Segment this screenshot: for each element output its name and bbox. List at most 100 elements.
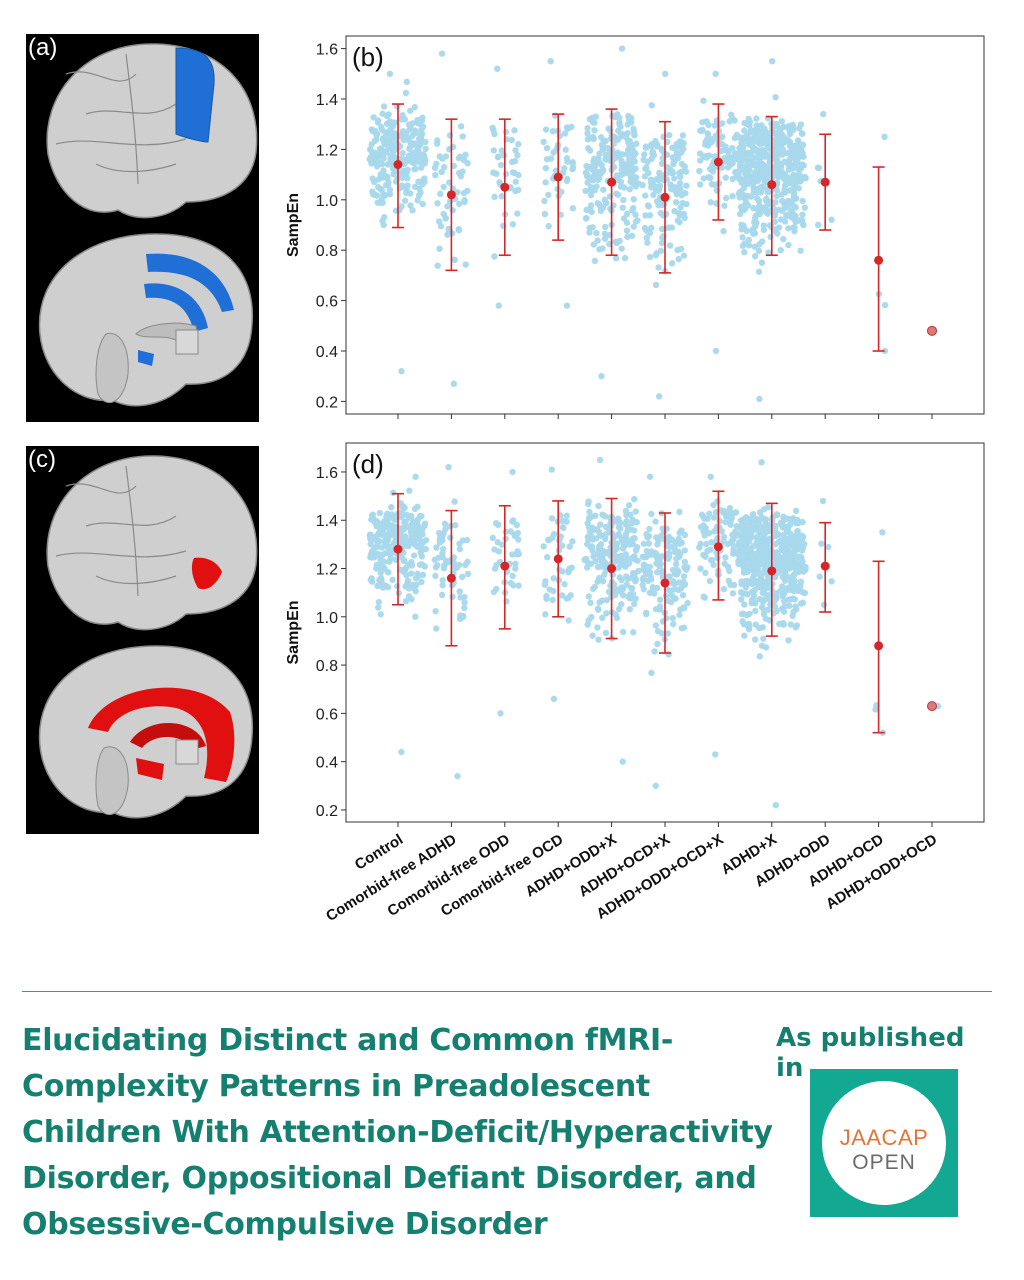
- data-point: [380, 564, 387, 572]
- data-point: [644, 227, 652, 234]
- data-point: [759, 534, 766, 542]
- data-point: [413, 520, 421, 527]
- data-point: [781, 138, 789, 145]
- data-point: [398, 367, 405, 375]
- data-point: [668, 598, 675, 606]
- data-point: [778, 117, 785, 125]
- data-point: [612, 611, 619, 618]
- data-point: [781, 572, 788, 579]
- data-point: [623, 511, 630, 519]
- data-point: [752, 607, 759, 615]
- data-point: [367, 541, 374, 548]
- data-point: [668, 169, 675, 177]
- data-point: [563, 302, 571, 309]
- data-point: [711, 153, 718, 160]
- data-point: [879, 529, 886, 536]
- mean-marker: [393, 544, 403, 554]
- data-point: [590, 241, 597, 248]
- data-point: [702, 553, 709, 560]
- data-point: [542, 578, 549, 585]
- data-point: [403, 158, 410, 165]
- data-point: [628, 160, 635, 168]
- data-point: [569, 205, 577, 212]
- y-axis-label: SampEn: [285, 600, 302, 664]
- journal-logo: JAACAP OPEN: [810, 1069, 958, 1217]
- data-point: [605, 588, 613, 595]
- chart-panel-d: 0.20.40.60.81.01.21.41.6SampEn(d)Control…: [285, 442, 985, 925]
- data-point: [442, 153, 450, 160]
- data-point: [738, 221, 745, 228]
- data-point: [422, 145, 429, 153]
- data-point: [594, 624, 601, 631]
- data-point: [407, 202, 414, 209]
- data-point: [460, 189, 468, 197]
- data-point: [786, 530, 794, 537]
- data-point: [595, 502, 602, 510]
- data-point: [779, 146, 786, 153]
- data-point: [386, 186, 394, 193]
- data-point: [388, 523, 396, 531]
- data-point: [623, 581, 630, 588]
- data-point: [792, 603, 799, 610]
- data-point: [678, 539, 686, 547]
- data-point: [760, 635, 767, 642]
- data-point: [761, 149, 768, 156]
- data-point: [682, 168, 690, 175]
- data-point: [683, 182, 690, 189]
- data-point: [708, 556, 716, 564]
- data-point: [708, 539, 715, 546]
- data-point: [718, 147, 725, 155]
- data-point: [434, 137, 441, 144]
- data-point: [681, 214, 688, 222]
- data-point: [375, 183, 382, 191]
- data-point: [543, 553, 551, 561]
- data-point: [741, 119, 748, 127]
- data-point: [597, 540, 605, 548]
- data-point: [511, 127, 518, 134]
- data-point: [432, 572, 439, 580]
- data-point: [741, 632, 748, 639]
- data-point: [632, 174, 640, 181]
- data-point: [456, 615, 464, 623]
- data-point: [620, 215, 628, 222]
- brain-render-a: [38, 43, 258, 407]
- data-point: [408, 596, 415, 603]
- data-point: [582, 187, 589, 195]
- data-point: [738, 134, 745, 141]
- y-tick-label: 0.2: [316, 394, 338, 411]
- data-point: [398, 554, 405, 561]
- data-point: [586, 229, 593, 236]
- data-point: [599, 550, 606, 558]
- data-point: [791, 533, 799, 540]
- data-point: [820, 110, 827, 118]
- data-point: [411, 166, 418, 173]
- data-point: [780, 531, 787, 539]
- data-point: [658, 225, 666, 233]
- data-point: [656, 596, 664, 603]
- data-point: [796, 125, 803, 132]
- data-point: [781, 562, 788, 569]
- data-point: [404, 166, 411, 173]
- data-point: [711, 181, 718, 188]
- data-point: [497, 161, 505, 169]
- data-point: [790, 560, 797, 568]
- data-point: [388, 121, 395, 128]
- data-point: [583, 555, 590, 563]
- data-point: [696, 181, 704, 188]
- data-point: [760, 559, 768, 566]
- data-point: [662, 70, 669, 78]
- data-point: [701, 532, 708, 539]
- data-point: [659, 568, 666, 575]
- data-point: [771, 170, 778, 177]
- data-point: [681, 564, 688, 571]
- data-point: [543, 592, 550, 600]
- data-point: [617, 133, 625, 140]
- data-point: [676, 183, 683, 190]
- data-point: [616, 119, 623, 126]
- data-point: [397, 531, 404, 538]
- data-point: [632, 595, 639, 602]
- data-point: [402, 89, 410, 97]
- data-point: [367, 576, 375, 583]
- data-point: [456, 588, 463, 595]
- data-point: [628, 584, 635, 592]
